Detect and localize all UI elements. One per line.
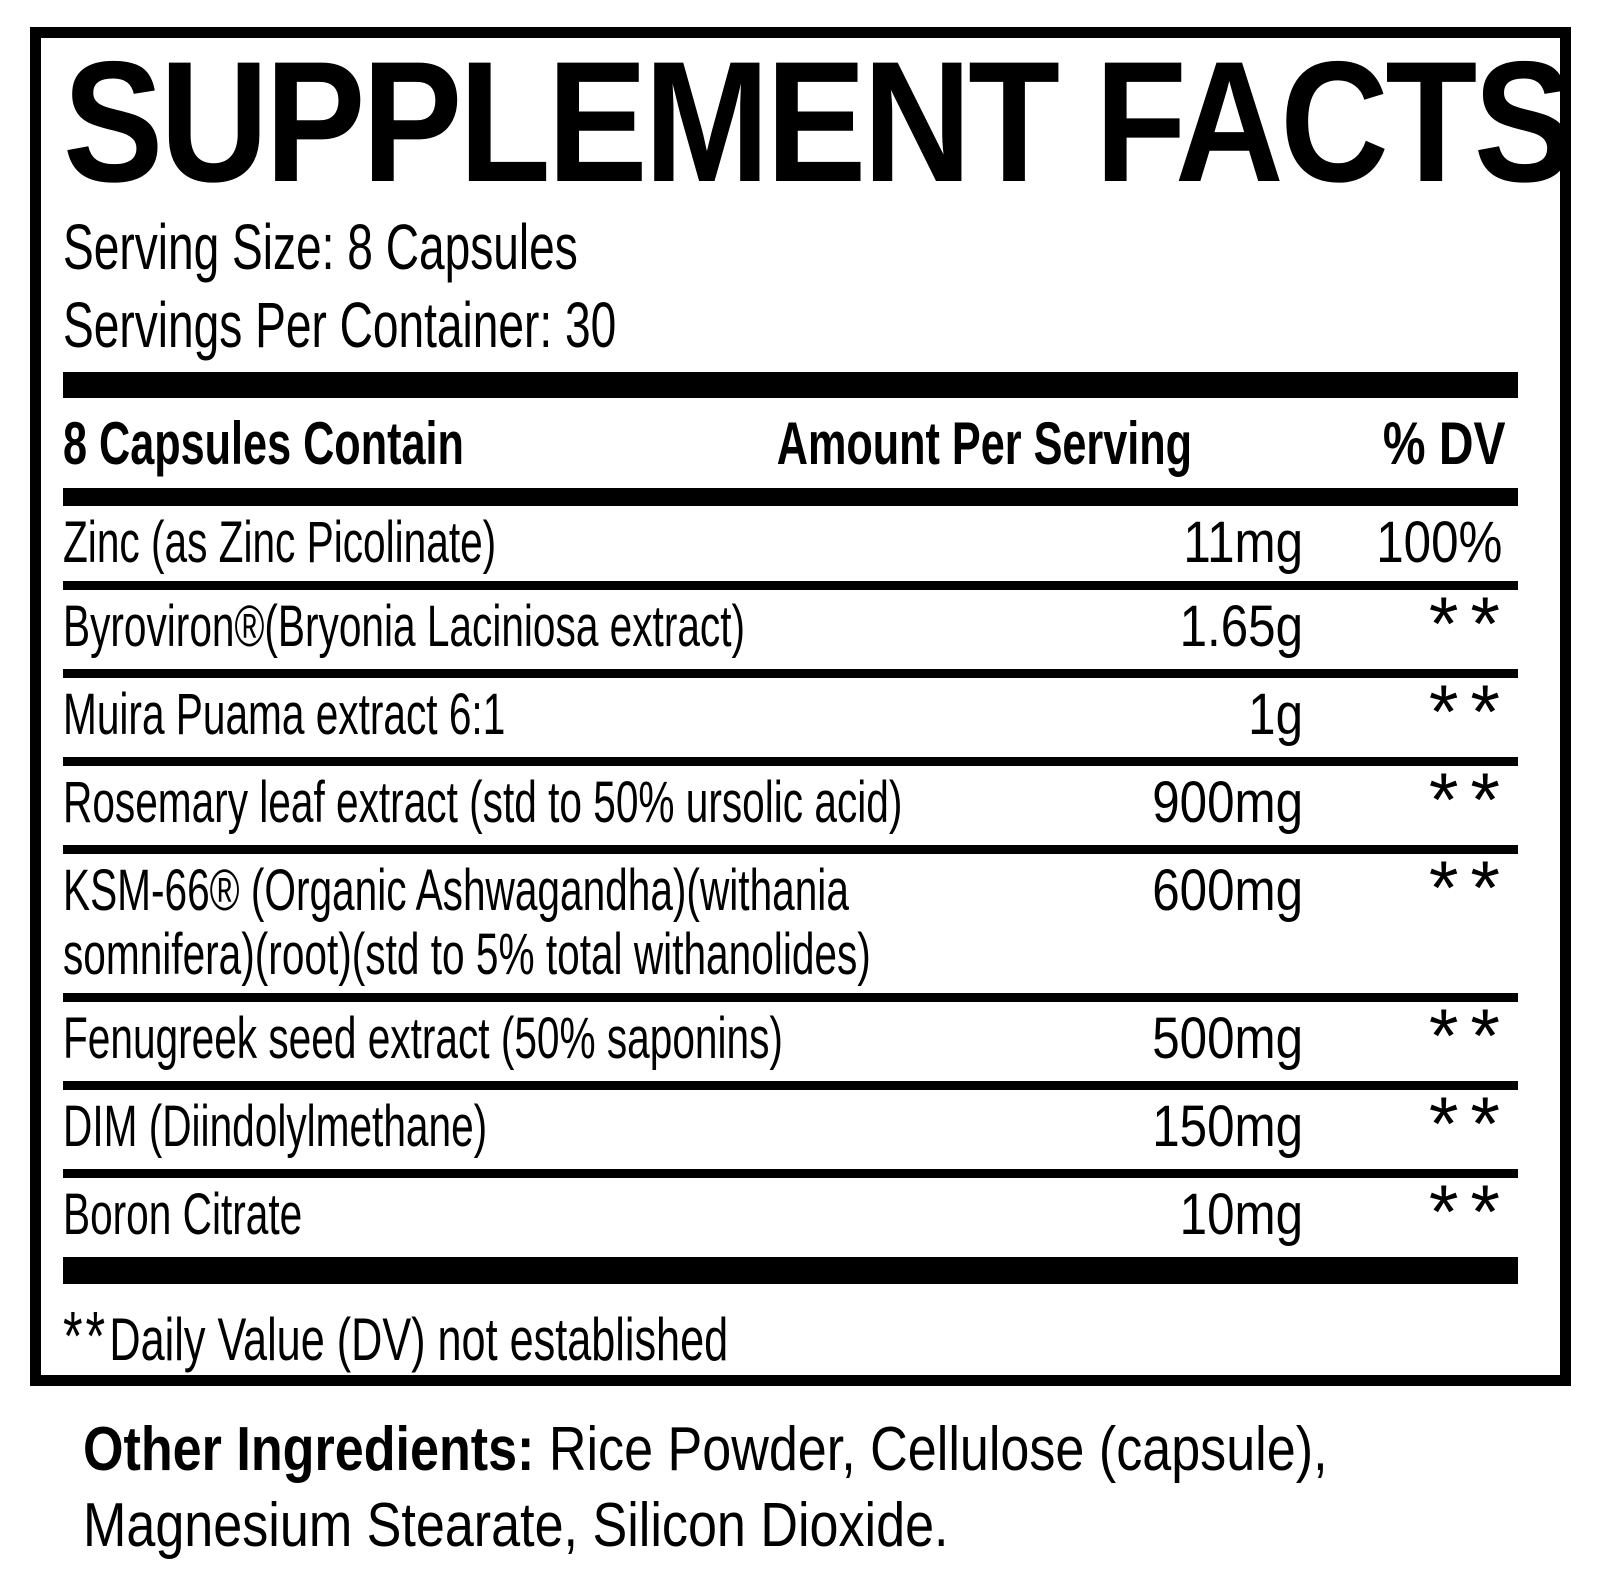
other-ingredients-label: Other Ingredients: (83, 1415, 535, 1484)
table-row-rosemary: Rosemary leaf extract (std to 50% ursoli… (63, 758, 1518, 854)
ingredient-name: Zinc (as Zinc Picolinate) (63, 510, 497, 575)
ingredient-name: KSM-66® (Organic Ashwagandha)(withania s… (63, 858, 871, 987)
ingredient-dv: ** (1428, 1170, 1512, 1255)
ingredient-name: Byroviron®(Bryonia Laciniosa extract) (63, 594, 746, 659)
ingredient-dv: 100% (1375, 510, 1502, 575)
ingredient-name: Fenugreek seed extract (50% saponins) (63, 1006, 783, 1071)
serving-info: Serving Size: 8 Capsules Servings Per Co… (63, 208, 1518, 364)
header-amount-label: Amount Per Serving (776, 410, 1192, 477)
supplement-facts-panel: SUPPLEMENT FACTS Serving Size: 8 Capsule… (30, 26, 1574, 1386)
table-row-ksm66: KSM-66® (Organic Ashwagandha)(withania s… (63, 846, 1518, 1002)
other-ingredients-line1: Rice Powder, Cellulose (capsule), (534, 1415, 1328, 1484)
footnote-asterisks: ** (63, 1297, 108, 1375)
table-row-fenugreek: Fenugreek seed extract (50% saponins) 50… (63, 994, 1518, 1090)
ingredient-dv: ** (1428, 670, 1512, 755)
footnote-text: Daily Value (DV) not established (109, 1306, 729, 1373)
ingredient-dv: ** (1428, 582, 1512, 667)
ingredient-amount: 500mg (1152, 1006, 1303, 1071)
servings-per-container-line: Servings Per Container: 30 (63, 289, 617, 361)
ingredient-amount: 150mg (1152, 1094, 1303, 1159)
ingredient-name: Muira Puama extract 6:1 (63, 682, 506, 747)
thick-divider-header (63, 488, 1518, 506)
ingredient-amount: 1g (1248, 682, 1303, 747)
thick-divider-top (63, 372, 1518, 398)
ingredient-amount: 1.65g (1179, 594, 1303, 659)
serving-size-line: Serving Size: 8 Capsules (63, 211, 578, 283)
ingredient-amount: 10mg (1179, 1182, 1303, 1247)
table-header-row: 8 Capsules Contain Amount Per Serving % … (63, 398, 1518, 488)
header-dv-label: % DV (1382, 410, 1506, 477)
ingredient-name: DIM (Diindolylmethane) (63, 1094, 488, 1159)
other-ingredients: Other Ingredients: Rice Powder, Cellulos… (83, 1412, 1578, 1564)
table-row-dim: DIM (Diindolylmethane) 150mg ** (63, 1082, 1518, 1178)
ingredient-name: Rosemary leaf extract (std to 50% ursoli… (63, 770, 903, 835)
ingredient-amount: 600mg (1152, 858, 1303, 923)
ingredient-dv: ** (1428, 1082, 1512, 1167)
ingredient-dv: ** (1428, 846, 1512, 931)
table-row-byroviron: Byroviron®(Bryonia Laciniosa extract) 1.… (63, 582, 1518, 678)
header-contains-label: 8 Capsules Contain (63, 410, 464, 477)
table-row-muira-puama: Muira Puama extract 6:1 1g ** (63, 670, 1518, 766)
ingredient-amount: 900mg (1152, 770, 1303, 835)
ingredient-dv: ** (1428, 758, 1512, 843)
table-row-boron: Boron Citrate 10mg ** (63, 1170, 1518, 1257)
page-title: SUPPLEMENT FACTS (63, 26, 1574, 218)
ingredient-amount: 11mg (1183, 510, 1303, 575)
other-ingredients-line2: Magnesium Stearate, Silicon Dioxide. (83, 1491, 949, 1560)
ingredient-name: Boron Citrate (63, 1182, 303, 1247)
ingredient-dv: ** (1428, 994, 1512, 1079)
dv-footnote: **Daily Value (DV) not established (63, 1301, 1111, 1373)
thick-divider-bottom (63, 1257, 1518, 1284)
table-row-zinc: Zinc (as Zinc Picolinate) 11mg 100% (63, 506, 1518, 590)
